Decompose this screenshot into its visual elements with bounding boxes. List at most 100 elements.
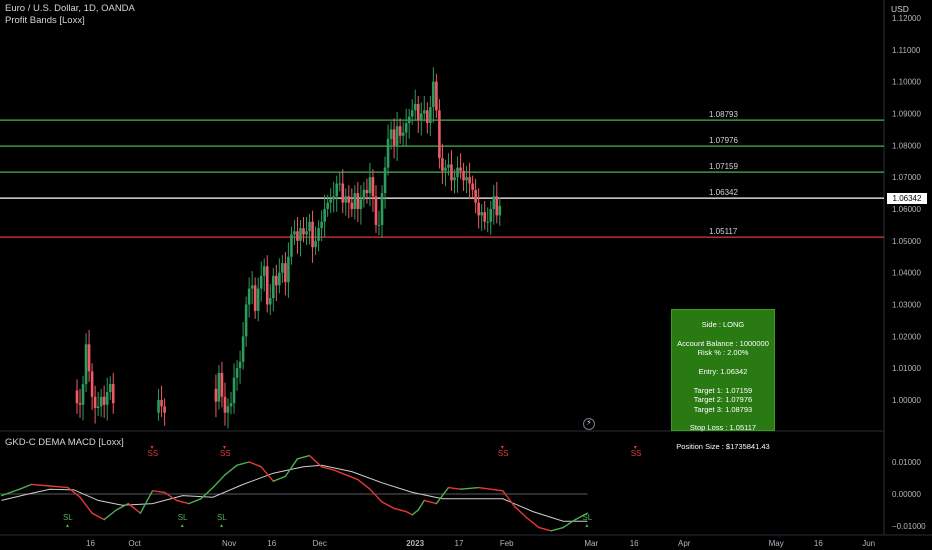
candle-body [157, 400, 160, 413]
candle-body [217, 372, 221, 402]
candle-body [462, 170, 465, 181]
macd-line-segment [345, 474, 359, 481]
candle-body [326, 202, 329, 209]
macd-line-segment [514, 506, 528, 519]
candle-body [226, 406, 230, 413]
candle-body [275, 275, 278, 286]
macd-line-segment [103, 509, 117, 521]
position-info-line: Account Balance : 1000000 [677, 338, 769, 348]
macd-line-segment [320, 466, 335, 471]
candle-body [447, 164, 450, 168]
candle-body [495, 196, 499, 216]
candle-body [453, 177, 456, 181]
long-signal-label: SL [217, 513, 227, 522]
candle-body [308, 221, 311, 232]
candle-body [468, 177, 471, 184]
candle-body [314, 240, 317, 248]
time-tick-label: Jun [862, 539, 875, 548]
candle-body [365, 189, 369, 194]
candle-body [374, 196, 378, 225]
candle-body [299, 228, 302, 241]
long-signal-label: SL [63, 513, 73, 522]
macd-line-segment [477, 486, 492, 490]
macd-line-segment [115, 502, 130, 511]
candle-body [268, 298, 272, 305]
indicator-dema-macd-label[interactable]: GKD-C DEMA MACD [Loxx] [5, 437, 124, 448]
candle-body [347, 196, 351, 203]
macd-line-segment [538, 526, 552, 532]
candle-body [90, 371, 94, 397]
price-tick-label: 1.05000 [892, 237, 921, 246]
candle-body [386, 138, 390, 168]
candle-body [320, 221, 323, 229]
macd-line-segment [67, 486, 81, 498]
position-info-line: Target 1: 1.07159 [693, 385, 753, 395]
symbol-title[interactable]: Euro / U.S. Dollar, 1D, OANDA [5, 3, 135, 14]
candle-body [465, 177, 468, 181]
lightning-icon[interactable]: ⚡ [583, 418, 595, 430]
indicator-profit-bands-label[interactable]: Profit Bands [Loxx] [5, 15, 85, 26]
candle-body [456, 167, 459, 178]
position-info-line [672, 329, 774, 338]
short-signal-label: SS [631, 449, 642, 458]
position-info-line: Side : LONG [701, 320, 745, 329]
price-tick-label: 1.07000 [892, 173, 921, 182]
candle-body [102, 396, 106, 405]
candle-body [483, 212, 486, 222]
macd-tick-label: 0.00000 [892, 490, 921, 499]
time-tick-label: 16 [814, 539, 823, 548]
candle-body [444, 167, 447, 171]
profit-band-label: 1.05117 [709, 227, 738, 236]
candle-body [392, 129, 396, 146]
short-signal-arrow: ▾ [151, 445, 154, 451]
candle-body [75, 390, 79, 404]
candle-body [278, 272, 281, 286]
macd-line-segment [502, 490, 516, 508]
time-tick-label: Apr [678, 539, 691, 548]
candle-body [296, 231, 299, 241]
time-tick-label: Nov [222, 539, 236, 548]
candle-body [290, 234, 293, 257]
candle-body [477, 202, 480, 216]
macd-line-segment [212, 474, 226, 489]
candle-body [293, 231, 296, 235]
candle-body [93, 396, 97, 408]
profit-band-label: 1.07159 [709, 162, 738, 171]
macd-line-segment [248, 461, 262, 468]
macd-line-segment [550, 526, 564, 532]
candle-body [241, 336, 245, 362]
candle-body [81, 384, 85, 405]
candle-body [407, 116, 411, 124]
macd-line-segment [18, 483, 33, 490]
time-tick-label: 2023 [406, 539, 424, 548]
candle-body [108, 384, 112, 393]
macd-line-segment [91, 512, 105, 521]
candle-body [259, 275, 263, 289]
macd-line-segment [393, 507, 407, 513]
candle-body [395, 126, 399, 146]
candle-body [78, 403, 82, 405]
time-tick-label: 17 [455, 539, 464, 548]
candle-body [287, 256, 290, 283]
candle-body [338, 183, 342, 185]
candle-body [371, 177, 375, 197]
price-tick-label: 1.02000 [892, 332, 921, 341]
macd-line-segment [163, 491, 178, 502]
candle-body [265, 266, 269, 305]
currency-label: USD [891, 4, 909, 14]
position-info-line: Target 2: 1.07976 [693, 395, 753, 405]
candle-body [247, 288, 251, 305]
macd-line-segment [526, 517, 540, 529]
candle-body [332, 196, 335, 200]
position-info-line: Stop Loss : 1.05117 [689, 423, 757, 433]
candle-body [413, 103, 417, 111]
candle-body [229, 403, 233, 407]
short-signal-label: SS [148, 449, 159, 458]
candle-body [220, 372, 224, 397]
candle-body [223, 396, 227, 413]
candle-body [335, 183, 339, 197]
macd-line-segment [417, 499, 425, 511]
macd-line-segment [236, 461, 250, 466]
candle-body [377, 224, 381, 226]
